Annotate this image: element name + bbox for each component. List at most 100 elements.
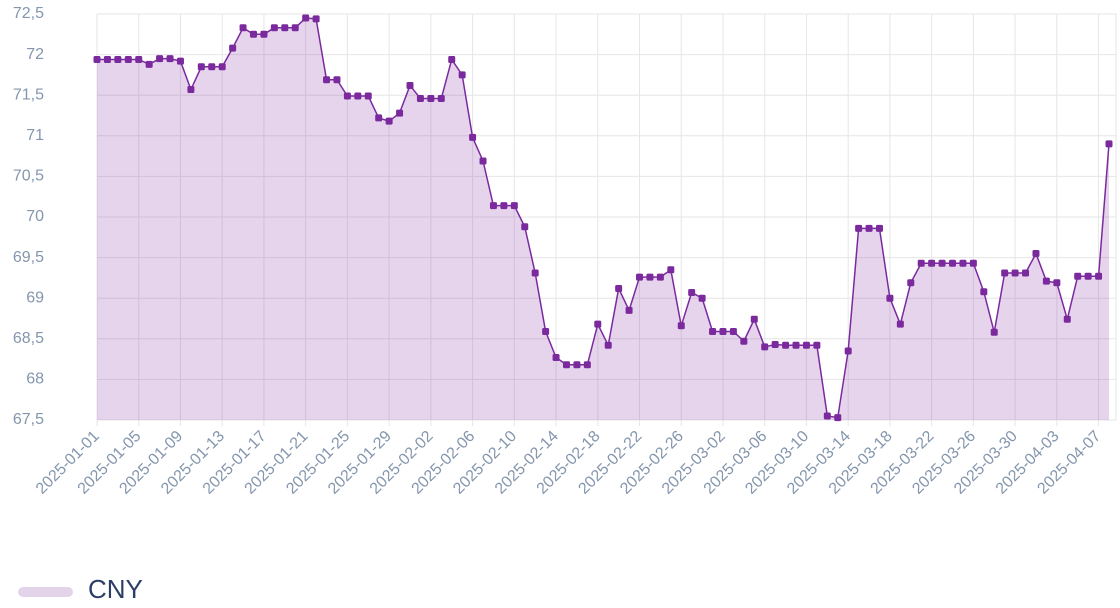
point bbox=[844, 347, 852, 355]
point bbox=[875, 224, 883, 232]
legend-swatch bbox=[18, 587, 73, 597]
point bbox=[469, 133, 477, 141]
y-tick-label: 72,5 bbox=[13, 5, 44, 22]
point bbox=[1074, 272, 1082, 280]
point bbox=[291, 24, 299, 32]
point bbox=[343, 92, 351, 100]
point bbox=[949, 259, 957, 267]
point bbox=[364, 92, 372, 100]
point bbox=[479, 157, 487, 165]
point bbox=[677, 322, 685, 330]
point bbox=[625, 306, 633, 314]
point bbox=[740, 337, 748, 345]
point bbox=[396, 109, 404, 117]
point bbox=[270, 24, 278, 32]
point bbox=[427, 94, 435, 102]
point bbox=[1032, 250, 1040, 258]
point bbox=[323, 76, 331, 84]
point bbox=[521, 223, 529, 231]
point bbox=[510, 202, 518, 210]
y-tick-label: 68 bbox=[26, 371, 44, 388]
point bbox=[834, 414, 842, 422]
point bbox=[1105, 140, 1113, 148]
point bbox=[771, 340, 779, 348]
y-tick-label: 69 bbox=[26, 289, 44, 306]
point bbox=[145, 60, 153, 68]
point bbox=[1042, 277, 1050, 285]
y-tick-label: 72 bbox=[26, 46, 44, 63]
point bbox=[938, 259, 946, 267]
point bbox=[406, 81, 414, 89]
point bbox=[729, 327, 737, 335]
legend-label: CNY bbox=[88, 574, 143, 604]
point bbox=[437, 94, 445, 102]
point bbox=[750, 315, 758, 323]
y-tick-label: 69,5 bbox=[13, 249, 44, 266]
point bbox=[709, 327, 717, 335]
point bbox=[489, 202, 497, 210]
point bbox=[156, 55, 164, 63]
point bbox=[980, 288, 988, 296]
point bbox=[176, 57, 184, 65]
point bbox=[813, 341, 821, 349]
point bbox=[458, 71, 466, 79]
point bbox=[385, 117, 393, 125]
point bbox=[1011, 269, 1019, 277]
point bbox=[688, 289, 696, 297]
point bbox=[448, 55, 456, 63]
point bbox=[1053, 279, 1061, 287]
point bbox=[93, 55, 101, 63]
point bbox=[103, 55, 111, 63]
point bbox=[886, 294, 894, 302]
point bbox=[500, 202, 508, 210]
point bbox=[1095, 272, 1103, 280]
point bbox=[1084, 272, 1092, 280]
point bbox=[562, 361, 570, 369]
point bbox=[636, 273, 644, 281]
point bbox=[865, 224, 873, 232]
point bbox=[1001, 269, 1009, 277]
point bbox=[573, 361, 581, 369]
point bbox=[990, 328, 998, 336]
y-tick-label: 71,5 bbox=[13, 86, 44, 103]
point bbox=[552, 353, 560, 361]
point bbox=[604, 341, 612, 349]
point bbox=[135, 55, 143, 63]
point bbox=[969, 259, 977, 267]
point bbox=[333, 76, 341, 84]
point bbox=[239, 24, 247, 32]
y-tick-label: 70,5 bbox=[13, 168, 44, 185]
point bbox=[218, 63, 226, 71]
point bbox=[802, 341, 810, 349]
point bbox=[823, 412, 831, 420]
point bbox=[531, 269, 539, 277]
y-tick-label: 68,5 bbox=[13, 330, 44, 347]
point bbox=[928, 259, 936, 267]
point bbox=[114, 55, 122, 63]
point bbox=[197, 63, 205, 71]
point bbox=[302, 14, 310, 22]
point bbox=[907, 279, 915, 287]
point bbox=[229, 44, 237, 52]
y-tick-label: 71 bbox=[26, 127, 44, 144]
point bbox=[656, 273, 664, 281]
point bbox=[792, 341, 800, 349]
point bbox=[719, 327, 727, 335]
point bbox=[761, 343, 769, 351]
point bbox=[917, 259, 925, 267]
point bbox=[667, 266, 675, 274]
point bbox=[375, 114, 383, 122]
point bbox=[896, 320, 904, 328]
point bbox=[1022, 269, 1030, 277]
point bbox=[208, 63, 216, 71]
point bbox=[281, 24, 289, 32]
point bbox=[594, 320, 602, 328]
point bbox=[249, 30, 257, 38]
point bbox=[542, 327, 550, 335]
point bbox=[646, 273, 654, 281]
y-tick-label: 70 bbox=[26, 208, 44, 225]
point bbox=[166, 55, 174, 63]
point bbox=[855, 224, 863, 232]
point bbox=[124, 55, 132, 63]
